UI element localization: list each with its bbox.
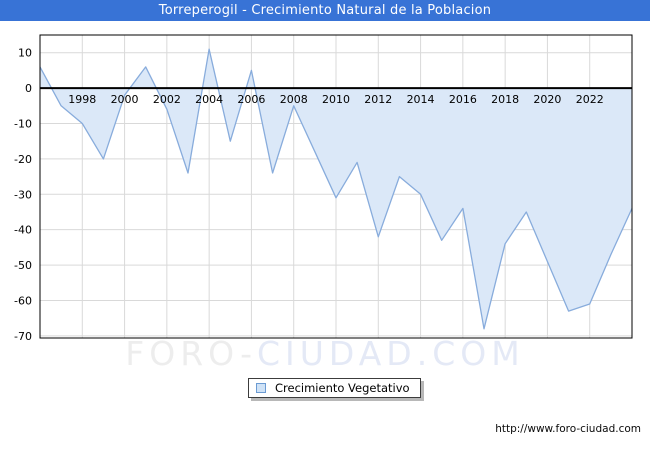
watermark: FORO-CIUDAD.COM xyxy=(125,334,524,373)
series-line-crecimiento-vegetativo xyxy=(39,48,633,330)
watermark-part2: CIUDAD.COM xyxy=(256,334,525,373)
page-title: Torreperogil - Crecimiento Natural de la… xyxy=(158,3,492,18)
legend-label: Crecimiento Vegetativo xyxy=(275,381,410,395)
x-tick-label: 2016 xyxy=(449,93,477,106)
x-tick-label: 2012 xyxy=(364,93,392,106)
y-tick-label: -40 xyxy=(14,224,32,237)
x-tick-label: 2014 xyxy=(407,93,435,106)
y-tick-label: -10 xyxy=(14,117,32,130)
x-tick-label: 1998 xyxy=(68,93,96,106)
x-tick-label: 2006 xyxy=(237,93,265,106)
y-tick-label: -50 xyxy=(14,259,32,272)
y-tick-label: 10 xyxy=(18,47,32,60)
x-tick-label: 2018 xyxy=(491,93,519,106)
y-tick-label: -60 xyxy=(14,294,32,307)
x-tick-label: 2004 xyxy=(195,93,223,106)
x-tick-label: 2008 xyxy=(280,93,308,106)
watermark-part1: FORO- xyxy=(125,334,257,373)
x-tick-label: 2020 xyxy=(533,93,561,106)
foro-ciudad-url-link[interactable]: http://www.foro-ciudad.com xyxy=(495,423,641,435)
x-axis-tick-labels: 1998 2000 2002 2004 2006 2008 2010 2012 2014 2016… xyxy=(68,93,603,106)
x-tick-label: 2010 xyxy=(322,93,350,106)
title-bar: Torreperogil - Crecimiento Natural de la… xyxy=(0,0,650,21)
y-tick-label: 0 xyxy=(25,82,32,95)
y-axis-tick-labels: 10 0 -10 -20 -30 -40 -50 -60 -70 xyxy=(14,47,32,343)
legend-swatch-icon xyxy=(256,383,266,393)
area-fill-crecimiento-vegetativo xyxy=(40,49,632,329)
legend-item-crecimiento-vegetativo[interactable]: Crecimiento Vegetativo xyxy=(248,378,421,398)
x-tick-label: 2002 xyxy=(153,93,181,106)
x-tick-label: 2022 xyxy=(576,93,604,106)
y-tick-label: -30 xyxy=(14,188,32,201)
y-tick-label: -20 xyxy=(14,153,32,166)
plot-border xyxy=(39,34,633,339)
y-tick-label: -70 xyxy=(14,330,32,343)
x-tick-label: 2000 xyxy=(111,93,139,106)
